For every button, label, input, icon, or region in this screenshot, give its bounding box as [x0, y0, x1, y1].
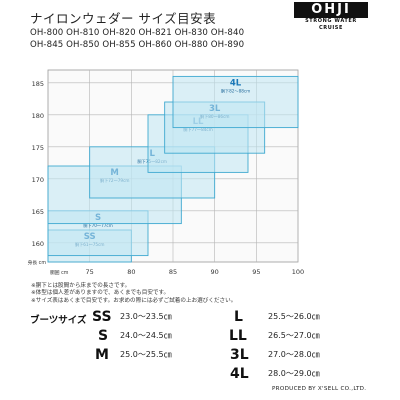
x-tick-label: 95 — [252, 268, 260, 276]
size-range-4l: 胴下82〜88cm — [221, 88, 251, 94]
x-tick-label: 80 — [127, 268, 135, 276]
boot-size-ss: SS — [92, 309, 112, 325]
footer-credit: PRODUCED BY X'SELL CO.,LTD. — [272, 386, 367, 392]
note-1: ※胴下とは股間から床までの長さです。 — [31, 283, 131, 289]
boot-range-s: 24.0〜24.5㎝ — [120, 331, 172, 340]
note-2: ※体型は個人差がありますので、あくまでも目安です。 — [31, 290, 170, 297]
model-line-1: OH-800 OH-810 OH-820 OH-821 OH-830 OH-84… — [30, 28, 245, 38]
x-axis-label: 胴囲 cm — [50, 270, 69, 276]
x-tick-label: 75 — [86, 268, 94, 276]
boot-size-s: S — [98, 328, 109, 344]
y-tick-label: 165 — [32, 208, 44, 216]
y-tick-label: 170 — [32, 176, 44, 184]
page-title: ナイロンウェダー サイズ目安表 — [30, 11, 217, 26]
boot-range-4l: 28.0〜29.0㎝ — [268, 369, 320, 378]
boot-range-3l: 27.0〜28.0㎝ — [268, 350, 320, 359]
size-label-4l: 4L — [230, 78, 242, 88]
boot-range-ss: 23.0〜23.5㎝ — [120, 312, 172, 321]
boots-size-label: ブーツサイズ — [30, 315, 87, 326]
y-tick-label: 175 — [32, 144, 44, 152]
boot-size-m: M — [95, 347, 109, 363]
boot-size-ll: LL — [229, 328, 247, 344]
boot-size-3l: 3L — [230, 347, 249, 363]
y-axis-label: 身長 cm — [28, 259, 47, 266]
brand-logo: OHJI STRONG WATER CRUISE — [294, 2, 368, 31]
notes: ※胴下とは股間から床までの長さです。 ※体型は個人差がありますので、あくまでも目… — [31, 283, 236, 305]
logo-tagline: STRONG WATER CRUISE — [305, 18, 357, 31]
boot-range-ll: 26.5〜27.0㎝ — [268, 331, 320, 340]
y-tick-label: 185 — [32, 80, 44, 88]
x-tick-label: 100 — [292, 268, 304, 276]
boot-range-m: 25.0〜25.5㎝ — [120, 350, 172, 359]
boot-range-l: 25.5〜26.0㎝ — [268, 312, 320, 321]
y-tick-label: 180 — [32, 112, 44, 120]
logo-text: OHJI — [294, 2, 368, 18]
note-3: ※サイズ表はあくまで目安です。お求めの際には必ずご試着の上お選びください。 — [31, 297, 237, 304]
size-range-s: 胴下70〜77cm — [83, 223, 113, 229]
y-tick-label: 160 — [32, 240, 44, 248]
boot-size-l: L — [234, 309, 243, 325]
model-list: OH-800 OH-810 OH-820 OH-821 OH-830 OH-84… — [30, 27, 244, 51]
x-tick-label: 85 — [169, 268, 177, 276]
model-line-2: OH-845 OH-850 OH-855 OH-860 OH-880 OH-89… — [30, 40, 245, 50]
size-region-4l — [172, 75, 299, 129]
x-tick-label: 90 — [211, 268, 219, 276]
boot-size-4l: 4L — [230, 366, 249, 382]
